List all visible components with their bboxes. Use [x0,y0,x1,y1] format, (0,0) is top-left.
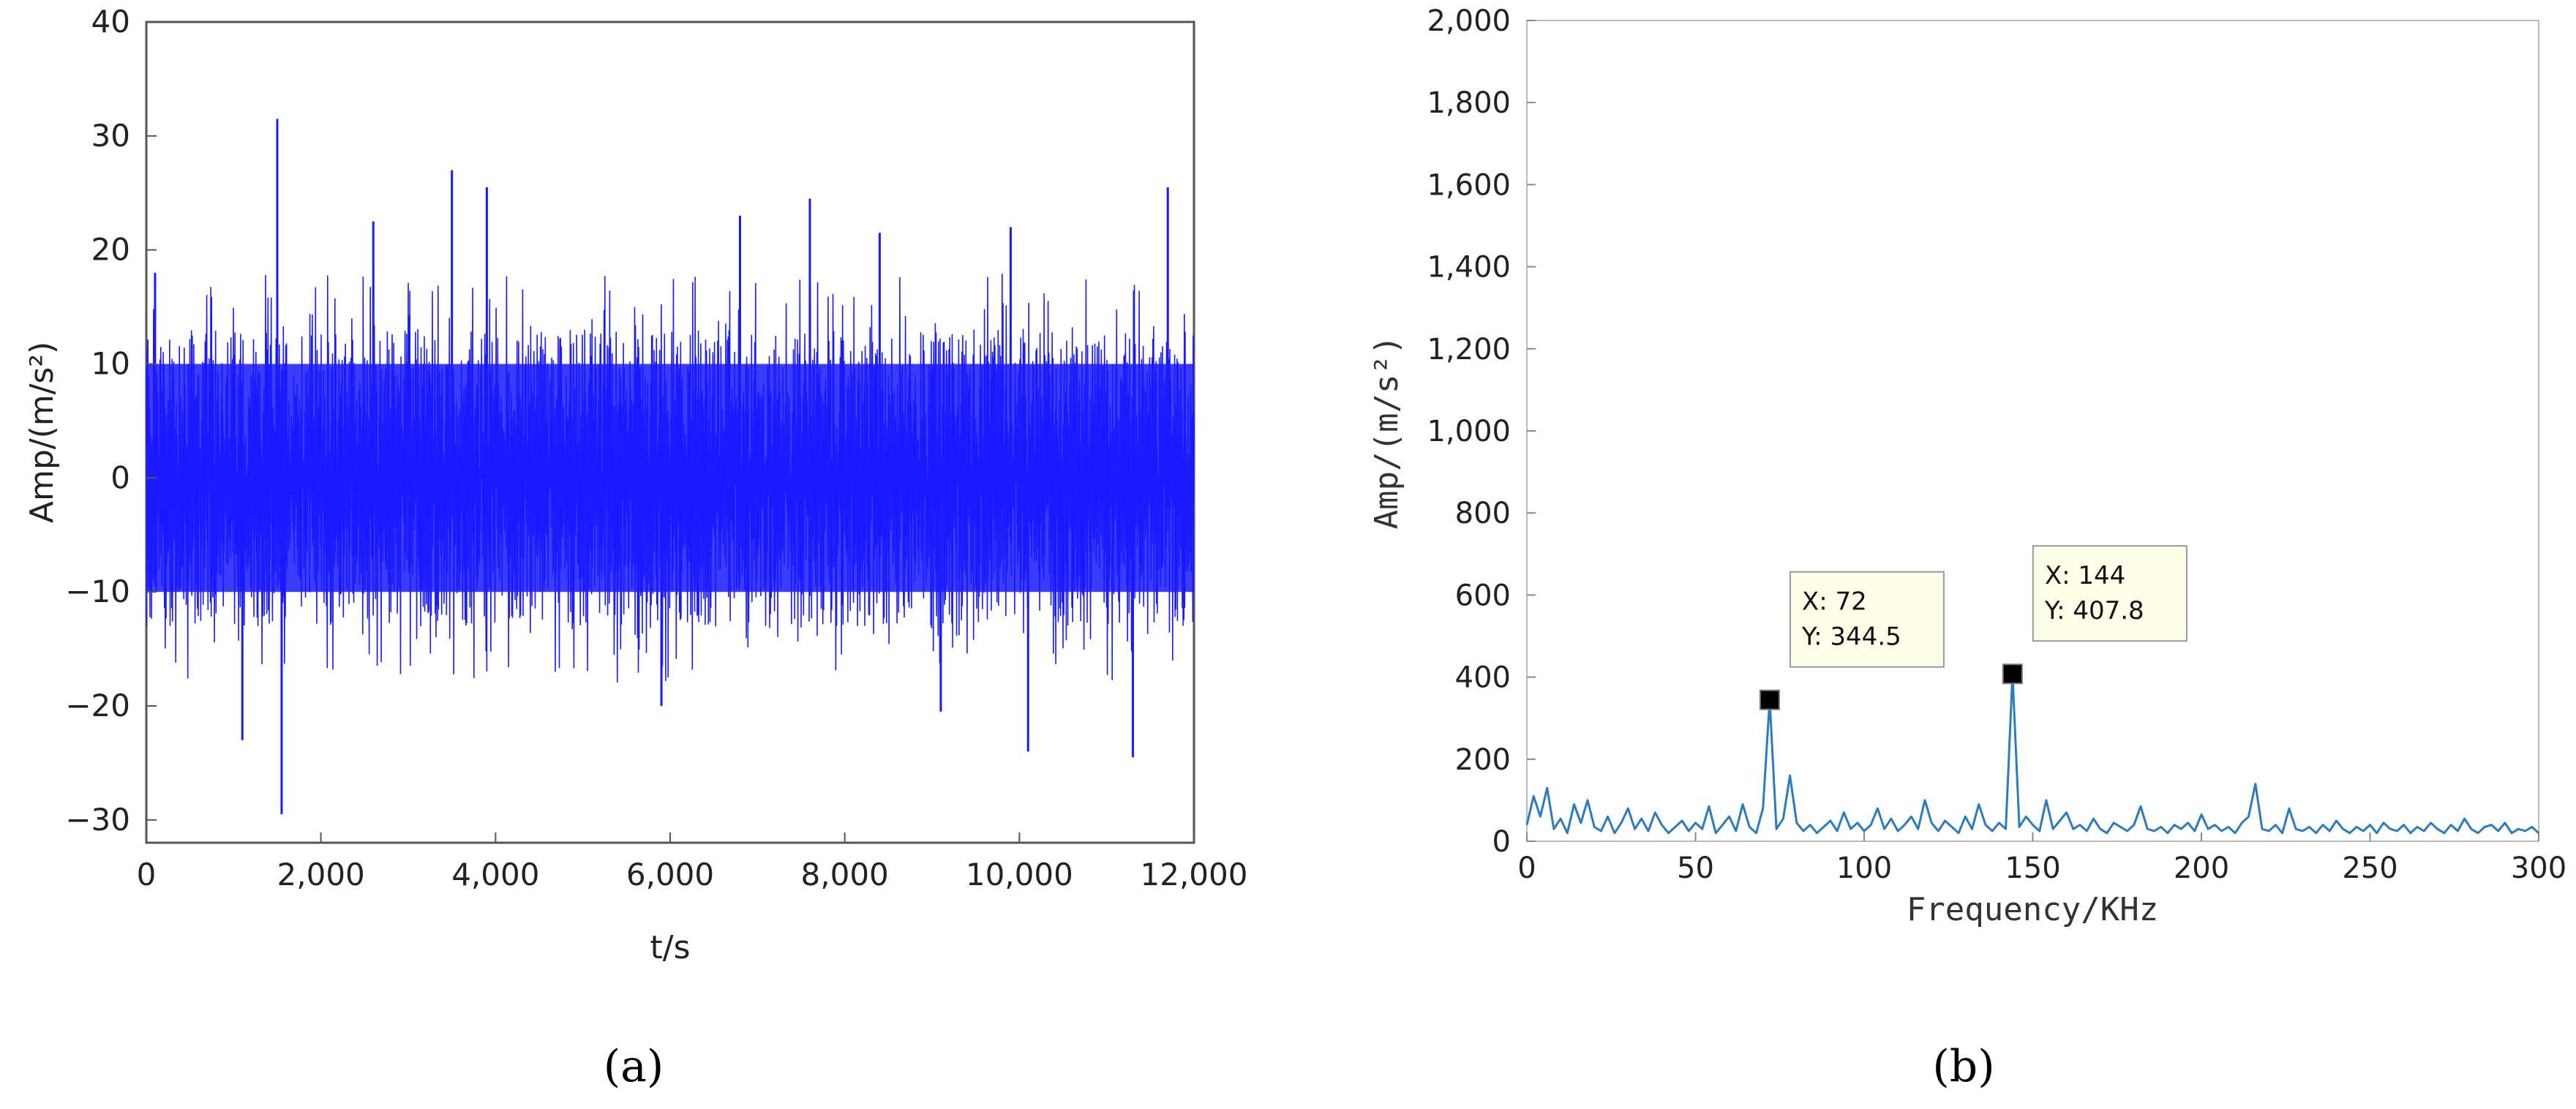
panel-a-y-tick-label: −20 [65,688,130,723]
panel-b-y-tick-label: 1,800 [1427,86,1511,120]
panel-b-x-tick-label: 200 [2174,852,2229,885]
panel-b-datatip-marker[interactable] [2002,663,2023,685]
panel-a-y-tick-label: 10 [91,346,130,382]
panel-b-datatip-text: X: 72 [1802,587,1867,617]
panel-b-x-tick-label: 300 [2511,852,2566,885]
panel-a-x-tick-label: 8,000 [801,857,889,892]
panel-a-x-tick-label: 0 [137,857,157,892]
panel-b-datatip-box [2032,545,2188,642]
panel-b-x-ticks: 0 50 100 150 200 250 300 [1517,832,2566,885]
panel-b-y-tick-label: 2,000 [1427,4,1511,38]
panel-b-datatip-text: Y: 344.5 [1801,623,1901,652]
panel-b-x-tick-label: 0 [1517,852,1536,885]
panel-b-y-ticks: 0 200 400 600 800 1,000 1,200 1,400 1,600 1,800 2,… [1427,4,1536,859]
panel-b-datatips: X: 72 Y: 344.5 X: 144 Y: 407.8 [1759,545,2188,710]
panel-a-chart: 0 2,000 4,000 6,000 8,000 10,000 12,000 −30 −20… [23,4,1247,1092]
panel-b-caption: (b) [1932,1041,1994,1092]
panel-b-y-tick-label: 0 [1492,825,1511,859]
panel-a-x-axis-label: t/s [650,929,691,966]
panel-a-signal [146,119,1195,815]
panel-a-y-tick-label: 40 [91,4,130,40]
panel-a-x-tick-label: 4,000 [451,857,539,892]
panel-b-plot-area [1526,20,2539,842]
panel-b-y-axis-label: Amp/(m/s²) [1368,336,1405,530]
panel-a-y-tick-label: 30 [91,118,130,154]
panel-b-datatip-text: X: 144 [2045,561,2125,590]
panel-a-x-tick-label: 6,000 [626,857,714,892]
panel-a-signal-dense-band [146,364,1194,593]
panel-b-spectrum [1525,672,2540,835]
panel-b-x-axis-label: Frequency/KHz [1907,891,2158,928]
panel-b-y-tick-label: 600 [1455,579,1511,612]
panel-b-x-tick-label: 50 [1677,852,1714,885]
panel-b-y-tick-label: 400 [1455,661,1511,695]
panel-b-datatip-box [1789,571,1945,668]
panel-a-x-ticks: 0 2,000 4,000 6,000 8,000 10,000 12,000 [137,832,1248,892]
panel-b-x-tick-label: 150 [2005,852,2060,885]
panel-a-x-tick-label: 10,000 [966,857,1073,892]
panel-b-y-tick-label: 1,600 [1427,168,1511,202]
panel-b-y-tick-label: 1,000 [1427,415,1511,448]
panel-b-x-tick-label: 100 [1836,852,1892,885]
panel-b-spectrum-line [1525,672,2540,835]
panel-b-y-tick-label: 1,200 [1427,333,1511,366]
panel-a-y-tick-label: 20 [91,232,130,268]
panel-a-y-axis-label: Amp/(m/s²) [23,342,61,523]
panel-a-y-ticks: −30 −20 −10 0 10 20 30 40 [65,4,157,838]
panel-b-chart: 0 50 100 150 200 250 300 0 200 400 600 800 1,000 1,2… [1368,4,2566,1092]
panel-b-y-tick-label: 800 [1455,497,1511,530]
panel-b-x-tick-label: 250 [2342,852,2397,885]
panel-b-y-tick-label: 200 [1455,743,1511,777]
panel-a-caption: (a) [604,1041,664,1092]
panel-b-y-tick-label: 1,400 [1427,251,1511,285]
panel-a-y-tick-label: −30 [65,802,130,838]
panel-a-x-tick-label: 2,000 [277,857,365,892]
panel-b-datatip-marker[interactable] [1759,689,1780,710]
panel-a-y-tick-label: 0 [110,459,130,495]
panel-a-y-tick-label: −10 [65,574,130,609]
panel-a-x-tick-label: 12,000 [1141,857,1248,892]
panel-b-datatip-text: Y: 407.8 [2044,596,2144,625]
